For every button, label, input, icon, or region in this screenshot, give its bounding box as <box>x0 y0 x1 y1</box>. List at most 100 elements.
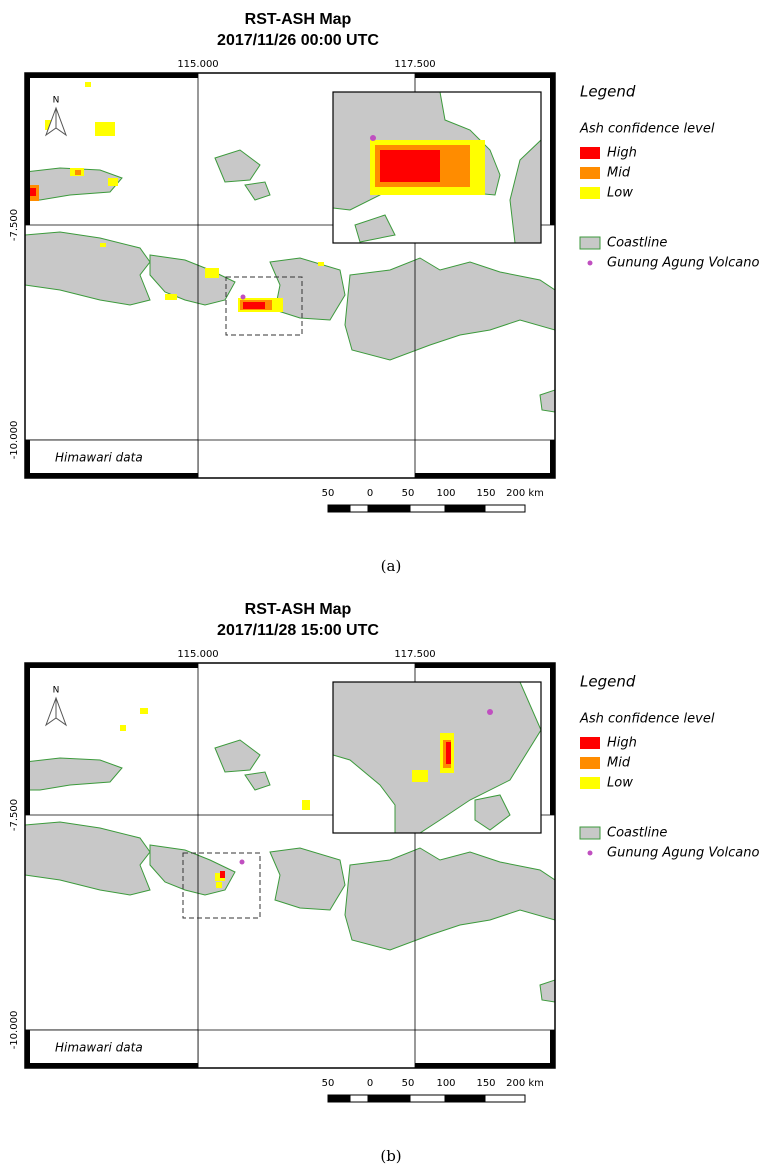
frame-bar <box>25 663 198 668</box>
legend-swatch <box>580 777 600 789</box>
frame-bar <box>25 1030 30 1068</box>
legend-item: Gunung Agung Volcano <box>607 256 759 271</box>
scale-label: 150 <box>476 1078 495 1089</box>
y-tick-label: -7.500 <box>9 209 20 241</box>
scale-segment <box>368 505 410 512</box>
inset <box>333 92 541 243</box>
scale-label: 200 km <box>506 1078 544 1089</box>
volcano <box>487 709 493 715</box>
legend-item: Mid <box>607 756 631 771</box>
ash-cell <box>243 302 265 309</box>
legend-item: Coastline <box>607 826 667 841</box>
y-tick-label: -7.500 <box>9 799 20 831</box>
legend-swatch <box>580 237 600 249</box>
scale-segment <box>368 1095 410 1102</box>
north-label: N <box>53 686 60 696</box>
frame-bar <box>25 663 30 815</box>
map-timestamp: 2017/11/26 00:00 UTC <box>217 32 379 49</box>
legend-title: Legend <box>580 83 636 101</box>
ash-cell <box>120 725 126 731</box>
ash-cell <box>220 871 225 878</box>
map-timestamp: 2017/11/28 15:00 UTC <box>217 622 379 639</box>
legend-item: Low <box>607 186 633 201</box>
frame-bar <box>415 1063 555 1068</box>
caption: (a) <box>381 557 402 575</box>
frame-bar <box>550 440 555 478</box>
frame-bar <box>550 1030 555 1068</box>
legend-swatch <box>588 851 593 856</box>
legend-swatch <box>580 827 600 839</box>
scale-label: 50 <box>322 1078 335 1089</box>
ash-cell <box>216 882 222 888</box>
ash-cell <box>140 708 148 714</box>
scale-segment <box>328 1095 350 1102</box>
scale-segment <box>445 1095 485 1102</box>
ash-cell <box>318 262 324 266</box>
scale-label: 50 <box>402 488 415 499</box>
ash-cell <box>205 268 219 278</box>
scale-label: 200 km <box>506 488 544 499</box>
volcano <box>240 860 245 865</box>
scale-segment <box>410 1095 445 1102</box>
ash-cell <box>100 243 106 247</box>
legend-item: Coastline <box>607 236 667 251</box>
legend-swatch <box>580 757 600 769</box>
frame-bar <box>415 473 555 478</box>
page: RST-ASH Map 2017/11/26 00:00 UTC Himawari … <box>0 0 783 1173</box>
source-label: Himawari data <box>55 1041 143 1055</box>
legend-item: Gunung Agung Volcano <box>607 846 759 861</box>
scale-segment <box>410 505 445 512</box>
volcano <box>241 295 246 300</box>
north-label: N <box>53 96 60 106</box>
y-tick-label: -10.000 <box>9 1011 20 1050</box>
legend-swatch <box>580 147 600 159</box>
legend-swatch <box>588 261 593 266</box>
ash-cell <box>95 122 115 136</box>
legend-subtitle: Ash confidence level <box>579 122 715 137</box>
frame-bar <box>550 73 555 225</box>
volcano <box>370 135 376 141</box>
legend-title: Legend <box>580 673 636 691</box>
ash-cell <box>165 294 177 300</box>
x-tick-label: 117.500 <box>394 649 435 660</box>
ash-cell <box>75 170 81 175</box>
frame-bar <box>25 73 198 78</box>
scale-segment <box>350 505 368 512</box>
inset <box>333 682 541 833</box>
frame-bar <box>25 1063 198 1068</box>
legend-subtitle: Ash confidence level <box>579 712 715 727</box>
scale-segment <box>328 505 350 512</box>
scale-segment <box>350 1095 368 1102</box>
scale-label: 50 <box>322 488 335 499</box>
caption: (b) <box>380 1147 401 1165</box>
scale-label: 0 <box>367 488 373 499</box>
legend-swatch <box>580 167 600 179</box>
x-tick-label: 115.000 <box>177 649 218 660</box>
scale-segment <box>485 1095 525 1102</box>
frame-bar <box>415 73 555 78</box>
scale-segment <box>485 505 525 512</box>
ash-cell <box>380 150 440 182</box>
frame-bar <box>25 440 30 478</box>
figure: RST-ASH Map 2017/11/26 00:00 UTC Himawari … <box>0 0 783 1173</box>
y-tick-label: -10.000 <box>9 421 20 460</box>
ash-cell <box>446 742 451 764</box>
scale-label: 150 <box>476 488 495 499</box>
map-panel: RST-ASH Map2017/11/26 00:00 UTCHimawari … <box>0 0 783 590</box>
ash-cell <box>85 82 91 87</box>
legend-swatch <box>580 187 600 199</box>
legend-item: High <box>607 736 637 751</box>
frame-bar <box>25 73 30 225</box>
x-tick-label: 117.500 <box>394 59 435 70</box>
ash-cell <box>30 188 36 196</box>
scale-label: 50 <box>402 1078 415 1089</box>
frame-bar <box>25 473 198 478</box>
scale-label: 100 <box>436 1078 455 1089</box>
legend-item: High <box>607 146 637 161</box>
map-title: RST-ASH Map <box>245 11 352 28</box>
frame-bar <box>550 663 555 815</box>
frame-bar <box>415 663 555 668</box>
ash-cell <box>302 800 310 810</box>
ash-cell <box>108 178 118 186</box>
